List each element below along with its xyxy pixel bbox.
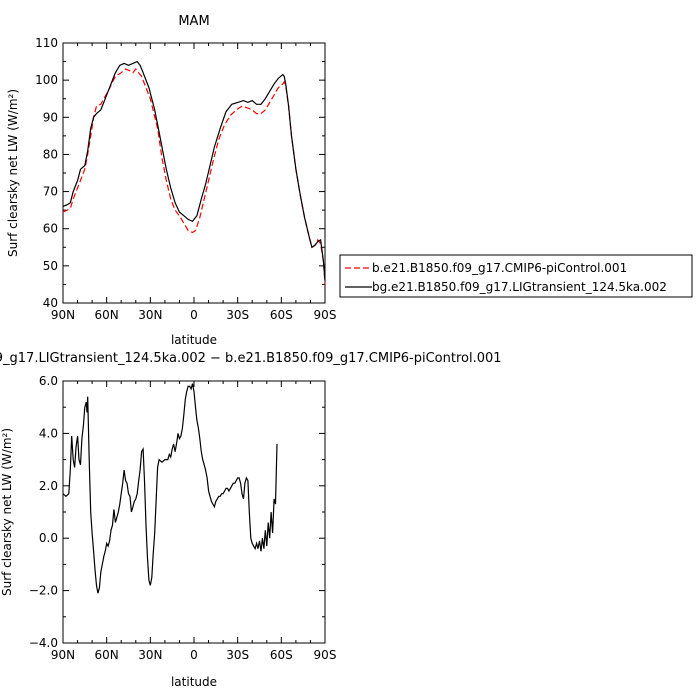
series-line-1	[62, 60, 326, 281]
legend-label-LIGtransient: bg.e21.B1850.f09_g17.LIGtransient_124.5k…	[372, 280, 667, 294]
y-tick-label: 110	[35, 36, 58, 50]
y-tick-label: 100	[35, 73, 58, 87]
legend-label-piControl: b.e21.B1850.f09_g17.CMIP6-piControl.001	[372, 261, 627, 275]
x-tick-label: 60N	[95, 648, 119, 662]
x-tick-label: 90S	[314, 308, 337, 322]
chart-title: bg.e21.B1850.f09_g17.LIGtransient_124.5k…	[0, 351, 502, 366]
x-tick-label: 0	[190, 308, 198, 322]
y-tick-label: 90	[43, 110, 58, 124]
series-line-0	[62, 383, 278, 594]
y-tick-label: 80	[43, 147, 58, 161]
y-tick-label: 6.0	[39, 374, 58, 388]
series-line-0	[62, 68, 326, 285]
x-axis-title: latitude	[171, 333, 217, 347]
chart-title: MAM	[178, 14, 209, 29]
panel-top: MAM 90N 60N 30N 0 30S 60S 90S 40 50 60 70 80 90 100 11…	[6, 14, 693, 347]
y-tick-label: 60	[43, 222, 58, 236]
plot-frame	[62, 380, 326, 644]
x-tick-label: 30N	[138, 648, 162, 662]
y-tick-label: 40	[43, 296, 58, 310]
x-tick-label: 90S	[314, 648, 337, 662]
y-tick-label: 2.0	[39, 479, 58, 493]
y-tick-label: 0.0	[39, 531, 58, 545]
x-tick-label: 90N	[51, 648, 75, 662]
x-tick-label: 30S	[226, 648, 249, 662]
x-tick-label: 0	[190, 648, 198, 662]
x-tick-label: 30S	[226, 308, 249, 322]
y-tick-label: −4.0	[29, 636, 58, 650]
x-tick-label: 60S	[270, 648, 293, 662]
plot-area: 90N 60N 30N 0 30S 60S 90S 40 50 60 70 80 90 100 110	[35, 36, 336, 322]
y-axis-title: Surf clearsky net LW (W/m²)	[6, 89, 20, 257]
legend: b.e21.B1850.f09_g17.CMIP6-piControl.001 …	[339, 254, 693, 298]
x-tick-label: 60S	[270, 308, 293, 322]
x-tick-label: 90N	[51, 308, 75, 322]
x-tick-label: 60N	[95, 308, 119, 322]
x-axis-title: latitude	[171, 675, 217, 689]
x-tick-label: 30N	[138, 308, 162, 322]
y-tick-label: 50	[43, 259, 58, 273]
y-tick-label: −2.0	[29, 584, 58, 598]
legend-box	[339, 254, 693, 298]
y-tick-label: 70	[43, 185, 58, 199]
y-tick-label: 4.0	[39, 426, 58, 440]
y-axis-title: Surf clearsky net LW (W/m²)	[0, 428, 14, 596]
panel-bottom: bg.e21.B1850.f09_g17.LIGtransient_124.5k…	[0, 351, 502, 689]
plot-area: 90N 60N 30N 0 30S 60S 90S −4.0 −2.0 0.0 2.0 4.0 6.0	[29, 374, 337, 662]
